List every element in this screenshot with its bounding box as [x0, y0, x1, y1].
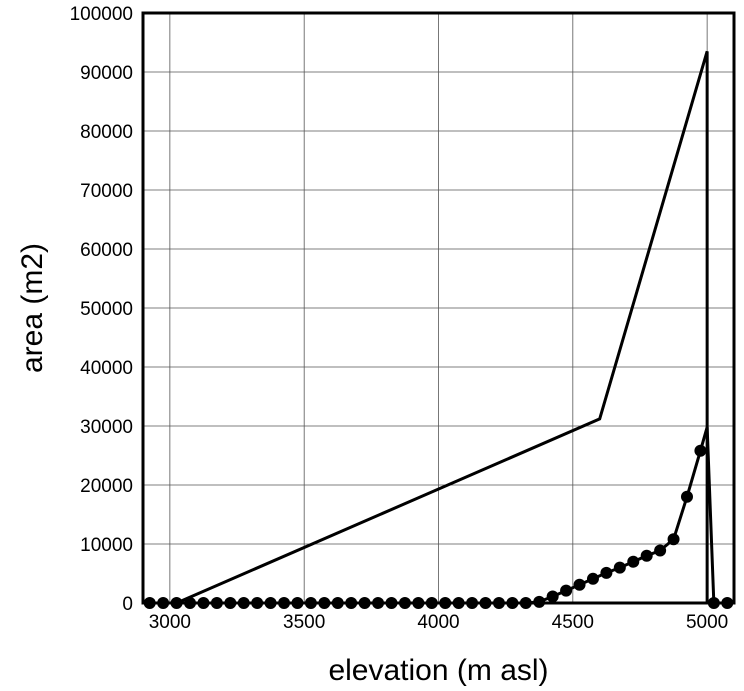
y-tick-label: 20000 [80, 476, 133, 497]
y-tick-label: 0 [122, 594, 133, 615]
y-tick-label: 60000 [80, 240, 133, 261]
y-tick-label: 40000 [80, 358, 133, 379]
plot-frame [141, 11, 736, 605]
series-2-point [613, 561, 626, 574]
x-tick-label: 4000 [417, 612, 459, 633]
y-tick-labels: 0 10000 20000 30000 40000 50000 60000 70000 8000… [70, 4, 133, 615]
y-tick-label: 80000 [80, 122, 133, 143]
x-tick-labels: 3000 3500 4000 4500 5000 [149, 612, 729, 633]
x-tick-label: 3500 [283, 612, 325, 633]
grid [143, 12, 734, 604]
series-2-point [694, 444, 707, 457]
series-1-line [175, 50, 709, 605]
x-axis-title: elevation (m asl) [328, 654, 548, 687]
y-tick-label: 30000 [80, 417, 133, 438]
x-tick-label: 4500 [552, 612, 594, 633]
series-2-point [560, 584, 573, 597]
series-2-point [640, 549, 653, 562]
series-2-point [600, 566, 613, 579]
y-axis-title: area (m2) [16, 243, 49, 373]
series-2-point [654, 544, 667, 557]
series-2-point [546, 590, 559, 603]
series-2-point [680, 490, 693, 503]
x-tick-label: 5000 [686, 612, 728, 633]
y-tick-label: 100000 [70, 4, 133, 25]
series-2-point [586, 572, 599, 585]
y-tick-label: 70000 [80, 181, 133, 202]
series-2-point [627, 555, 640, 568]
y-tick-label: 50000 [80, 299, 133, 320]
y-tick-label: 90000 [80, 63, 133, 84]
x-tick-label: 3000 [149, 612, 191, 633]
series-2-point [573, 578, 586, 591]
series-2-point [667, 533, 680, 546]
y-tick-label: 10000 [80, 535, 133, 556]
